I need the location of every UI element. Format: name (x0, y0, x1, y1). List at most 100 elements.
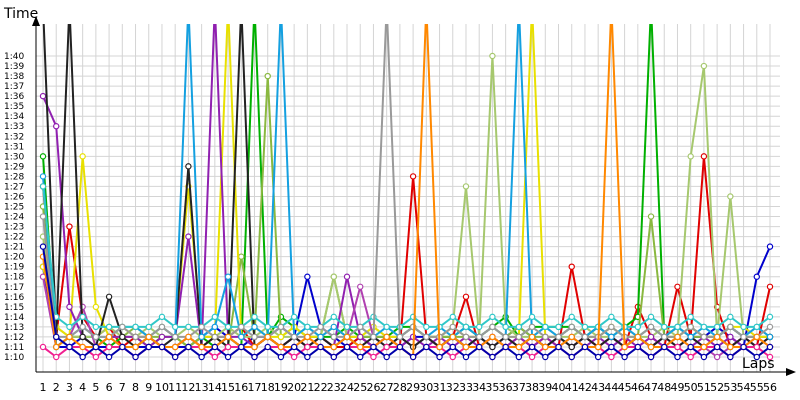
x-tick-label: 16 (234, 381, 248, 394)
data-point (105, 353, 113, 361)
y-tick-labels: 1:101:111:121:131:141:151:161:171:181:19… (4, 52, 24, 363)
data-point (542, 343, 549, 351)
data-point (766, 323, 774, 331)
data-point (317, 333, 324, 341)
data-point (171, 323, 179, 331)
data-point (53, 353, 60, 361)
x-tick-label: 35 (485, 381, 499, 394)
data-point (171, 333, 179, 341)
data-point (409, 353, 417, 361)
data-point (357, 323, 364, 331)
data-point (542, 333, 549, 341)
data-point (568, 343, 575, 351)
data-point (330, 273, 337, 280)
data-point (370, 333, 377, 341)
data-point (674, 333, 681, 341)
x-tick-label: 19 (274, 381, 288, 394)
data-point (186, 3, 191, 8)
x-tick-label: 24 (340, 381, 354, 394)
data-point (39, 213, 47, 220)
x-tick-label: 28 (393, 381, 407, 394)
data-point (700, 62, 708, 70)
data-point (251, 353, 258, 361)
data-point (753, 333, 760, 341)
data-point (79, 343, 86, 351)
data-point (145, 323, 152, 331)
data-point (647, 313, 655, 321)
x-tick-label: 21 (300, 381, 314, 394)
data-point (53, 333, 60, 341)
x-tick-label: 13 (195, 381, 209, 394)
data-point (581, 333, 589, 341)
data-point (634, 323, 642, 331)
data-point (264, 343, 271, 351)
data-point (119, 323, 126, 331)
data-point (462, 353, 470, 361)
data-point (396, 343, 404, 351)
data-point (687, 323, 694, 331)
data-point (462, 343, 470, 351)
y-tick-label: 1:10 (4, 353, 24, 363)
data-point (132, 323, 139, 331)
data-point (39, 153, 47, 160)
data-point (700, 333, 708, 341)
x-axis-arrow (786, 368, 796, 376)
x-tick-label: 6 (106, 381, 113, 394)
x-tick-label: 18 (261, 381, 275, 394)
x-tick-label: 5 (92, 381, 99, 394)
data-point (212, 3, 217, 8)
y-tick-label: 1:30 (4, 152, 24, 162)
data-point (105, 293, 113, 300)
data-point (528, 323, 536, 331)
data-point (330, 353, 337, 361)
data-point (476, 343, 483, 351)
data-point (383, 333, 390, 341)
data-point (264, 323, 271, 331)
data-point (727, 333, 734, 341)
data-point (224, 353, 232, 361)
x-tick-label: 10 (155, 381, 169, 394)
data-point (489, 343, 496, 351)
x-tick-label: 14 (208, 381, 222, 394)
data-point (66, 303, 73, 311)
data-point (423, 343, 430, 351)
data-point (53, 123, 60, 130)
data-point (66, 333, 73, 341)
data-point (700, 153, 708, 160)
data-point (409, 173, 417, 180)
data-point (40, 3, 45, 8)
data-point (251, 323, 258, 331)
data-point (476, 333, 483, 341)
data-point (766, 353, 774, 361)
data-point (609, 3, 614, 8)
data-point (79, 323, 86, 331)
data-point (92, 353, 100, 361)
x-tick-label: 44 (604, 381, 618, 394)
data-point (66, 343, 73, 351)
data-point (198, 353, 205, 361)
data-point (568, 313, 575, 321)
data-point (396, 333, 404, 341)
data-point (384, 3, 389, 8)
data-point (304, 333, 311, 341)
data-point (489, 353, 496, 361)
data-point (185, 333, 192, 341)
y-tick-label: 1:15 (4, 303, 24, 313)
data-point (462, 323, 470, 331)
data-point (753, 273, 760, 280)
data-point (423, 333, 430, 341)
data-point (158, 323, 166, 331)
data-point (330, 323, 337, 331)
data-point (317, 323, 324, 331)
data-point (489, 313, 496, 321)
x-tick-label: 23 (327, 381, 341, 394)
data-point (277, 323, 285, 331)
x-tick-label: 53 (723, 381, 737, 394)
data-point (647, 333, 655, 341)
data-point (239, 3, 244, 8)
data-point (39, 173, 47, 180)
data-point (211, 333, 219, 341)
y-tick-label: 1:28 (4, 172, 24, 182)
data-point (727, 313, 734, 321)
